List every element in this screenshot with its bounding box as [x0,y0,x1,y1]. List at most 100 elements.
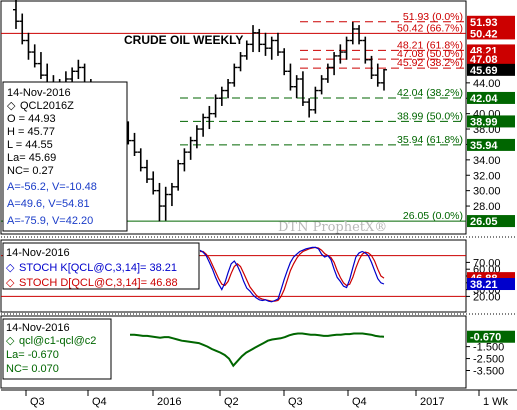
price-bar [331,52,338,76]
price-bar [137,148,144,172]
period-label[interactable]: 1 Wk [483,396,509,408]
price-bar [237,52,244,72]
price-bar [131,132,138,156]
svg-text:45.69: 45.69 [470,65,498,77]
price-tick-label: 30.00 [473,186,501,198]
price-badge: 42.04 [467,91,515,105]
svg-text:50.42: 50.42 [470,28,498,40]
price-bar [162,186,169,221]
price-badge: 38.99 [467,115,515,128]
info-net-change: NC= 0.27 [7,165,54,177]
price-bar [37,52,44,79]
price-bar [25,32,32,60]
x-axis: Q3 Q4 2016 Q2 Q3 Q4 2017 1 Wk [1,389,517,408]
price-bar [19,13,26,45]
spread-tick-label: -2.500 [473,354,504,366]
price-badge: 47.08 [467,53,515,66]
spread-line [130,332,385,368]
price-bar [206,105,213,130]
price-tick-label: 34.00 [473,155,501,167]
diamond-icon: ◇ [6,277,15,289]
stoch-d-label: STOCH D[QCL@C,3,14]= 46.88 [19,277,178,289]
price-bar [143,159,150,183]
price-badge: 51.93 [467,15,515,29]
price-bar [168,182,175,207]
spread-tick-label: -1.500 [473,342,504,354]
price-bar [175,159,182,191]
price-bar [306,98,313,118]
price-bar [343,36,350,60]
price-badge: 50.42 [467,27,515,40]
price-bar [312,86,319,114]
spread-last: La= -0.670 [6,349,59,361]
fib-label: 45.92 (38.2%) [397,57,463,69]
fib-levels: 51.93 (0.0%)50.42 (66.7%) 48.21 (61.8%)47… [1,11,466,222]
price-tick-label: 28.00 [473,201,501,213]
price-bar [262,32,269,56]
price-bar [187,136,194,160]
spread-date: 14-Nov-2016 [6,322,70,334]
fib-label: 50.42 (66.7%) [397,22,463,34]
fib-label: 48.21 (61.8%) [397,39,463,51]
spread-tick-label: -3.500 [473,365,504,377]
svg-text:-0.670: -0.670 [470,332,501,344]
spread-series [130,332,385,368]
info-high: H = 45.77 [7,126,55,138]
x-tick-label: Q2 [224,396,239,408]
price-bar [231,63,238,87]
diamond-icon: ◇ [7,100,16,112]
info-open: O = 44.93 [7,113,56,125]
info-symbol: QCL2016Z [20,100,74,112]
price-bar [368,55,375,79]
info-date: 14-Nov-2016 [7,87,71,99]
price-bar [156,182,163,222]
price-bar [362,36,369,64]
price-bar [349,22,356,45]
chart-title: CRUDE OIL WEEKLY [124,33,243,47]
fib-label: 51.93 (0.0%) [403,11,463,23]
price-bar [13,0,19,29]
svg-text:38.21: 38.21 [470,279,498,291]
stoch-legend[interactable]: 14-Nov-2016 ◇ STOCH K[QCL@C,3,14]= 38.21… [2,242,200,290]
price-badge: 35.94 [467,138,515,152]
stoch-tick-label: 70.00 [473,257,501,269]
svg-text:51.93: 51.93 [470,17,498,29]
spread-legend[interactable]: 14-Nov-2016 ◇ qcl@c1-qcl@c2 La= -0.670 N… [2,318,112,380]
svg-text:42.04: 42.04 [470,93,498,105]
price-bar [299,71,306,106]
svg-text:35.94: 35.94 [470,140,498,152]
price-bar [181,148,188,172]
stoch-k-label: STOCH K[QCL@C,3,14]= 38.21 [19,262,177,274]
ohlc-info-box[interactable]: 14-Nov-2016 ◇ QCL2016Z O = 44.93 H = 45.… [2,81,128,232]
price-bar [324,63,331,83]
price-bar [287,63,294,91]
price-bar [293,75,300,99]
price-axis: 44.0042.0040.0038.0036.0034.0032.0030.00… [466,15,515,228]
stoch-d-series [200,246,385,302]
watermark: DTN ProphetX® [278,220,387,235]
svg-text:38.99: 38.99 [470,116,498,128]
stoch-badge: 38.21 [467,278,515,291]
diamond-icon: ◇ [6,335,15,347]
price-bar [243,40,250,60]
spread-badge: -0.670 [467,330,515,344]
price-bars [13,0,387,222]
diamond-icon: ◇ [6,262,15,274]
info-a3: A=-75.9, V=42.20 [7,215,93,227]
x-tick-label: Q4 [92,396,107,408]
price-bar [250,25,257,53]
fib-label: 47.08 (50.0%) [397,48,463,60]
svg-text:47.08: 47.08 [470,54,498,66]
price-bar [150,171,157,195]
fib-label: 42.04 (38.2%) [397,87,463,99]
price-badge: 26.05 [467,215,515,228]
x-tick-label: 2017 [420,396,444,408]
price-bar [281,48,288,76]
spread-axis: -1.500-2.500-3.500 -0.670 [466,330,515,377]
stoch-tick-label: 20.00 [473,291,501,303]
price-bar [75,59,82,79]
x-tick-label: 2016 [157,396,181,408]
price-bar [381,68,387,91]
